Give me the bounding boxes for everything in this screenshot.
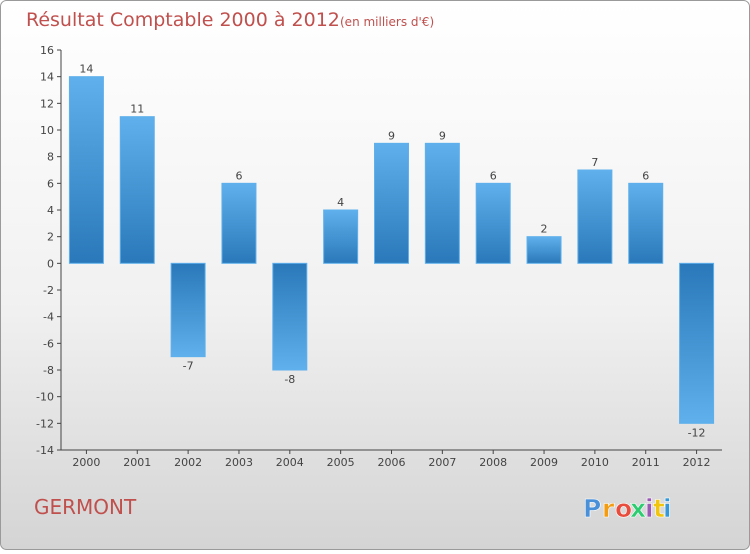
y-tick-label: -2: [43, 284, 54, 297]
y-tick-label: -8: [43, 364, 54, 377]
y-tick-label: 14: [40, 71, 54, 84]
y-tick-label: 0: [47, 257, 54, 270]
data-label-2009: 2: [541, 223, 548, 236]
x-tick-label-2005: 2005: [327, 456, 355, 469]
data-label-2007: 9: [439, 129, 446, 142]
x-tick-label-2000: 2000: [72, 456, 100, 469]
y-tick-label: 2: [47, 231, 54, 244]
data-label-2000: 14: [79, 63, 93, 76]
y-tick-label: 8: [47, 151, 54, 164]
place-name: GERMONT: [34, 495, 137, 519]
bars-layer: [68, 76, 715, 424]
bar-2012: [679, 262, 715, 424]
x-tick-label-2012: 2012: [683, 456, 711, 469]
bar-2004: [272, 262, 308, 371]
logo-letter: o: [615, 494, 632, 523]
logo-letter: x: [630, 494, 646, 523]
x-tick-label-2006: 2006: [378, 456, 406, 469]
bar-2008: [475, 182, 511, 264]
data-label-2001: 11: [130, 103, 144, 116]
x-tick-label-2011: 2011: [632, 456, 660, 469]
bar-2005: [323, 209, 359, 264]
logo-letter: i: [663, 494, 672, 523]
x-tick-label-2008: 2008: [479, 456, 507, 469]
logo-letter: P: [583, 494, 601, 523]
bar-2002: [170, 262, 206, 358]
y-tick-label: 10: [40, 124, 54, 137]
data-label-2003: 6: [235, 169, 242, 182]
logo-letter: t: [653, 494, 665, 523]
x-tick-label-2004: 2004: [276, 456, 304, 469]
data-label-2010: 7: [591, 156, 598, 169]
x-tick-label-2003: 2003: [225, 456, 253, 469]
y-tick-label: 6: [47, 177, 54, 190]
y-tick-label: -12: [36, 417, 54, 430]
bar-2009: [526, 236, 562, 264]
data-label-2005: 4: [337, 196, 344, 209]
bar-2011: [628, 182, 664, 264]
x-tick-label-2010: 2010: [581, 456, 609, 469]
bar-2003: [221, 182, 257, 264]
chart-title: Résultat Comptable 2000 à 2012: [26, 9, 340, 31]
bar-2007: [424, 142, 460, 264]
logo-letter: r: [602, 494, 615, 523]
bar-2000: [68, 76, 104, 264]
data-label-2004: -8: [284, 373, 295, 386]
y-tick-label: 16: [40, 44, 54, 57]
y-tick-label: -4: [43, 311, 54, 324]
y-tick-label: -6: [43, 337, 54, 350]
y-tick-label: 4: [47, 204, 54, 217]
chart-subtitle: (en milliers d'€): [340, 15, 434, 29]
x-tick-label-2001: 2001: [123, 456, 151, 469]
data-label-2011: 6: [642, 169, 649, 182]
data-label-2008: 6: [490, 169, 497, 182]
bar-2010: [577, 169, 613, 264]
y-tick-label: 12: [40, 97, 54, 110]
y-tick-label: -10: [36, 391, 54, 404]
axis-layer: 16 14 12 10 8 6 4 2 0 -2 -4 -6 -8 -10 -12 -14 2000 2001 20…: [36, 44, 722, 469]
x-tick-label-2009: 2009: [530, 456, 558, 469]
x-tick-label-2007: 2007: [428, 456, 456, 469]
bar-2001: [119, 116, 155, 264]
data-label-2006: 9: [388, 129, 395, 142]
y-tick-label: -14: [36, 444, 54, 457]
data-label-2012: -12: [688, 426, 706, 439]
data-label-2002: -7: [183, 360, 194, 373]
labels-layer: 14 11 -7 6 -8 4 9 9 6 2 7 6 -12: [79, 63, 705, 440]
x-tick-label-2002: 2002: [174, 456, 202, 469]
bar-2006: [374, 142, 409, 264]
logo-letter: i: [645, 494, 654, 523]
